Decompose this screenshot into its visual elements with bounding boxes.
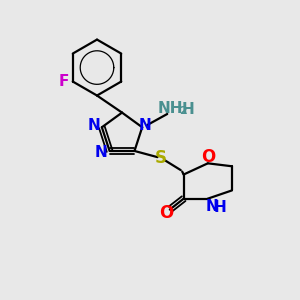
Text: 2: 2 <box>179 106 187 116</box>
Text: H: H <box>214 200 226 215</box>
Text: O: O <box>159 204 173 222</box>
Text: O: O <box>201 148 215 166</box>
Text: N: N <box>87 118 100 133</box>
Text: H: H <box>182 102 194 117</box>
Text: N: N <box>206 199 219 214</box>
Text: S: S <box>155 149 167 167</box>
Text: F: F <box>59 74 69 89</box>
Text: N: N <box>139 118 152 133</box>
Text: NH: NH <box>158 101 183 116</box>
Text: N: N <box>95 145 108 160</box>
